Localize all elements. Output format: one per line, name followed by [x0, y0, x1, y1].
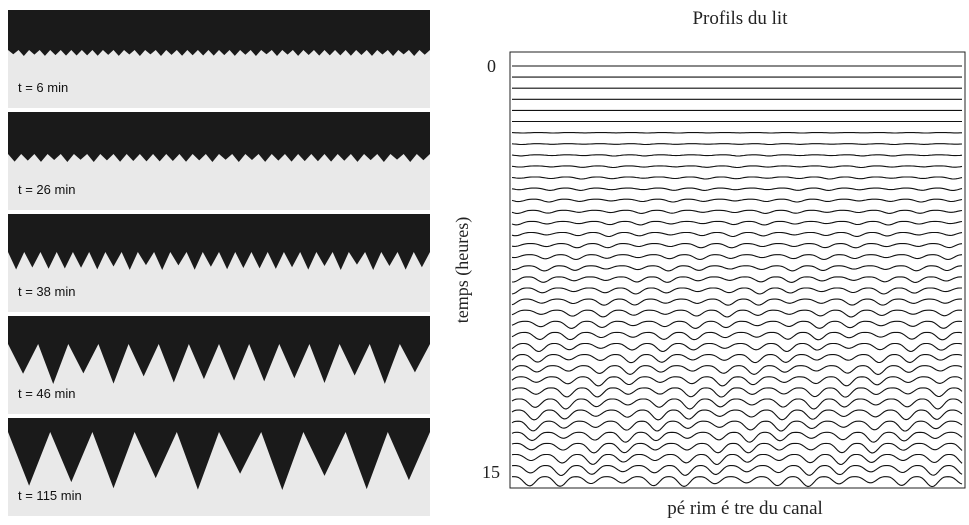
profile-line	[511, 409, 963, 421]
profile-line	[511, 431, 963, 443]
profile-line	[511, 143, 963, 146]
profile-line	[511, 287, 962, 295]
profile-line	[512, 476, 963, 488]
profile-line	[511, 254, 963, 261]
profile-line	[511, 276, 962, 283]
profile-line	[511, 243, 963, 249]
profile-line	[511, 365, 963, 376]
profile-line	[511, 220, 963, 226]
profile-line	[511, 420, 963, 432]
plot-title: Profils du lit	[692, 8, 788, 29]
y-tick-label: 15	[482, 462, 500, 482]
profile-line	[511, 331, 963, 341]
profile-line	[511, 398, 963, 410]
panel-label: t = 26 min	[18, 182, 75, 197]
profile-line	[511, 176, 963, 180]
profile-line	[511, 154, 963, 157]
profile-line	[511, 165, 963, 169]
profile-line	[511, 187, 963, 191]
photo-pattern	[8, 418, 430, 490]
panel-label: t = 46 min	[18, 386, 75, 401]
panel-label: t = 115 min	[18, 488, 82, 503]
panel-label: t = 6 min	[18, 80, 68, 95]
profile-line	[511, 209, 963, 214]
profile-line	[511, 320, 963, 329]
profile-line	[511, 298, 962, 306]
plot-frame	[509, 51, 966, 489]
profile-line	[511, 453, 963, 465]
y-tick-label: 0	[487, 56, 496, 76]
panel-label: t = 38 min	[18, 284, 75, 299]
profile-line	[511, 198, 963, 203]
profile-line	[511, 231, 963, 238]
profile-line	[511, 354, 963, 364]
profile-line	[511, 387, 963, 398]
profile-line	[511, 265, 963, 272]
photo-pattern	[8, 316, 430, 384]
y-axis-label: temps (heures)	[452, 217, 473, 323]
profile-line	[511, 376, 963, 387]
x-axis-label: pé rim é tre du canal	[667, 498, 823, 519]
photo-pattern	[8, 214, 430, 270]
profile-line	[511, 309, 963, 318]
profile-line	[511, 442, 963, 454]
photo-pattern	[8, 10, 430, 56]
profile-line	[511, 465, 963, 476]
photo-pattern	[8, 112, 430, 162]
profile-line	[511, 342, 963, 352]
